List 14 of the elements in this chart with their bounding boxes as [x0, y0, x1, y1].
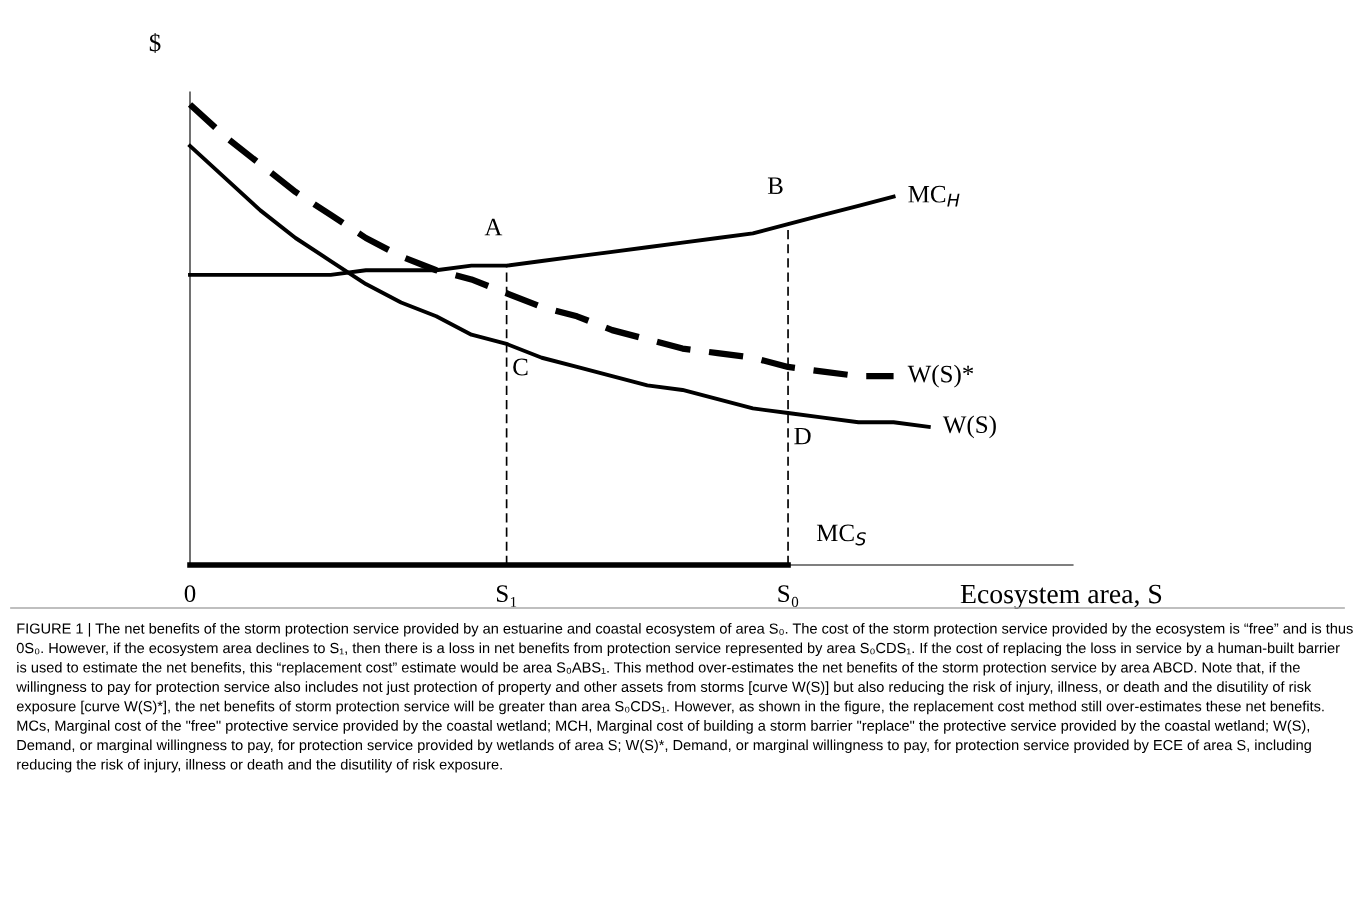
series-label: W(S): [942, 415, 996, 439]
annotation: D: [794, 427, 811, 445]
x-tick-label: S₀: [778, 585, 799, 607]
series-label: MC$_{H}$: [908, 185, 960, 207]
annotation: B: [767, 177, 783, 194]
series-label: W(S)*: [907, 364, 974, 388]
x-tick-label: 0: [184, 585, 196, 603]
text: FIGURE 1 | The net benefits of the storm protection service provided by an estuarine and coastal ecosystem of area S₀. The cost of the storm protection service provided by the ecosystem is “free” and is thus 0S₀. However, if the ecosystem area declines to S₁, then there is a loss in net benefits from protection service represented by area S₀CDS₁. If the cost of replacing the loss in service by a human-built barrier is used to estimate the net benefits, this “replacement cost” estimate would be area S₀ABS₁. This method over-estimates the net benefits of the storm protection service by area ABCD. Note that, if the willingness to pay for protection service also includes not just protection of property and other assets from storms [curve W(S)] but also reducing the risk of injury, illness, or death and the disutility of risk exposure [curve W(S)*], the net benefits of storm protection service will be greater than area S₀CDS₁. However, as shown in the figure, the replacement cost method still over-estimates these net benefits. MCs, Marginal cost of the "free" protective service provided by the coastal wetland; MCH, Marginal cost of building a storm barrier "replace" the protective service provided by the coastal wetland; W(S), Demand, or marginal willingness to pay, for protection service provided by wetlands of area S; W(S)*, Demand, or marginal willingness to pay, for protection service provided by ECE of area S, including reducing the risk of injury, illness or death and the disutility of risk exposure.: [16, 623, 1353, 773]
series-label: MC$_{S}$: [816, 524, 866, 546]
y-axis-title: $: [149, 32, 161, 53]
annotation: A: [484, 218, 503, 236]
x-tick-label: S₁: [496, 585, 517, 607]
x-axis-title: Ecosystem area, S: [960, 584, 1162, 610]
annotation: C: [513, 358, 528, 376]
